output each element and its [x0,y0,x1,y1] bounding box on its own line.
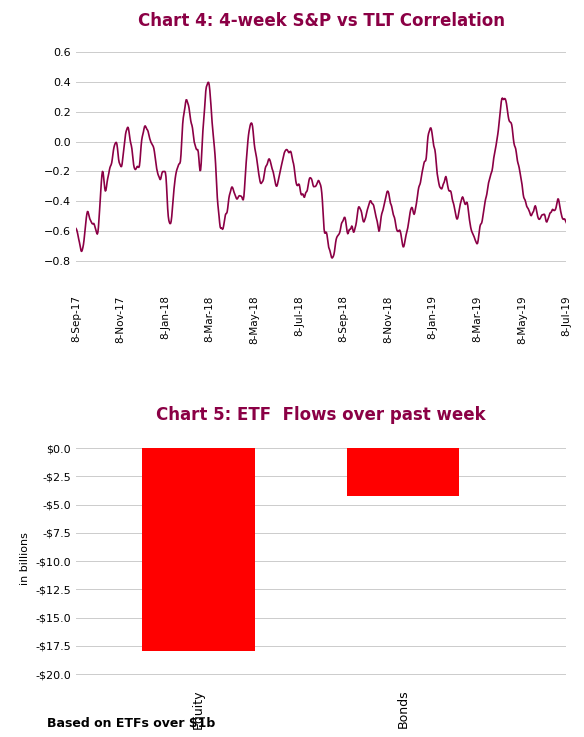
Bar [142,448,255,652]
Y-axis label: in billions: in billions [20,532,30,584]
Title: Chart 4: 4-week S&P vs TLT Correlation: Chart 4: 4-week S&P vs TLT Correlation [138,12,505,29]
Title: Chart 5: ETF  Flows over past week: Chart 5: ETF Flows over past week [157,406,486,424]
Text: Based on ETFs over $1b: Based on ETFs over $1b [47,716,215,730]
Bar [347,448,459,495]
